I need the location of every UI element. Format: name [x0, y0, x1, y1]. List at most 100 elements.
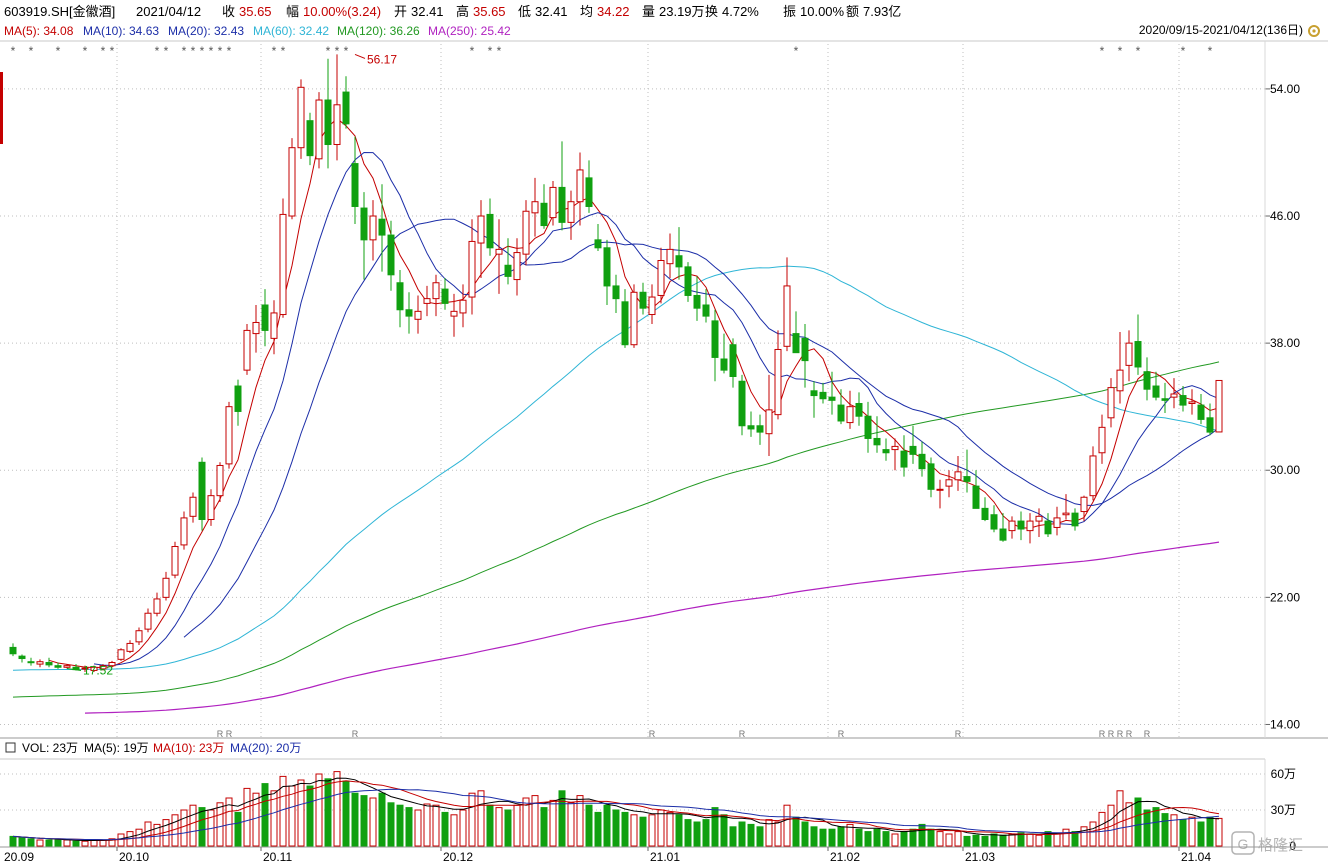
y-tick-label: 38.00	[1270, 336, 1300, 350]
event-star-marker: *	[794, 44, 799, 58]
candle-body	[828, 396, 836, 401]
candle-body	[927, 463, 935, 490]
r-marker: R	[955, 729, 962, 739]
candle-body	[702, 304, 710, 317]
candle	[846, 390, 854, 429]
x-tick-label: 20.12	[443, 850, 473, 863]
volume-bar	[963, 835, 971, 847]
candle	[567, 190, 575, 240]
volume-legend-item: VOL: 23万	[22, 741, 78, 755]
volume-bar	[882, 831, 890, 847]
quote-field-label: 量	[642, 4, 655, 19]
candle-body	[441, 288, 449, 304]
candle	[909, 425, 917, 464]
quote-field-label: 低	[518, 4, 531, 19]
candle	[450, 293, 458, 337]
candle	[63, 664, 71, 669]
candle-body	[414, 310, 422, 320]
event-star-marker: *	[200, 44, 205, 58]
quote-field-value: 35.65	[473, 4, 506, 19]
candle-body	[513, 252, 521, 281]
candle	[36, 659, 44, 668]
candle-body	[1026, 520, 1034, 532]
volume-bar	[405, 807, 413, 847]
candle-body	[1089, 455, 1097, 497]
candle-body	[261, 304, 269, 331]
candle-body	[1107, 387, 1115, 419]
volume-bar	[630, 814, 638, 847]
volume-bar	[1044, 831, 1052, 847]
volume-bar	[468, 792, 476, 847]
candle-body	[306, 120, 314, 157]
r-marker: R	[1126, 729, 1133, 739]
candle	[216, 462, 224, 503]
volume-bar	[765, 819, 773, 847]
candle-body	[126, 642, 134, 652]
volume-bar	[81, 840, 89, 847]
candle-body	[135, 630, 143, 643]
date-range-label: 2020/09/15-2021/04/12(136日)	[1139, 23, 1303, 37]
x-tick-label: 20.09	[4, 850, 34, 863]
event-star-marker: *	[11, 44, 16, 58]
r-marker: R	[226, 729, 233, 739]
ma-legend-item: MA(20): 32.43	[168, 24, 244, 38]
settings-gear-icon[interactable]	[1308, 25, 1320, 37]
candle-body	[225, 406, 233, 465]
quote-field-value: 32.41	[535, 4, 568, 19]
x-tick-label: 21.03	[965, 850, 995, 863]
volume-bar	[513, 804, 521, 847]
volume-bar	[702, 819, 710, 847]
candle-body	[180, 517, 188, 546]
volume-bar	[729, 826, 737, 847]
candle	[261, 289, 269, 347]
candle	[423, 285, 431, 317]
volume-bar	[594, 811, 602, 847]
candle	[873, 416, 881, 453]
candle	[126, 640, 134, 653]
volume-bar	[180, 809, 188, 847]
candle-body	[351, 163, 359, 207]
volume-legend-box	[5, 742, 16, 753]
volume-bar	[540, 807, 548, 847]
volume-bar	[522, 797, 530, 847]
candle-body	[963, 476, 971, 482]
ma-legend-item: MA(250): 25.42	[428, 24, 511, 38]
volume-bar	[243, 787, 251, 847]
volume-bar	[909, 828, 917, 847]
candle	[1188, 389, 1196, 415]
candle-body	[999, 528, 1007, 541]
candle-body	[1017, 520, 1025, 530]
volume-bar	[936, 831, 944, 847]
candle-body	[90, 666, 98, 671]
event-star-marker: *	[191, 44, 196, 58]
volume-bar	[459, 809, 467, 847]
volume-bar	[1116, 790, 1124, 847]
volume-bar	[927, 828, 935, 847]
volume-bar	[792, 816, 800, 847]
candle-body	[144, 612, 152, 630]
candle-body	[972, 485, 980, 509]
y-tick-label: 14.00	[1270, 717, 1300, 731]
volume-bar	[63, 839, 71, 847]
candle-body	[81, 667, 89, 670]
candle	[522, 200, 530, 266]
candle	[1143, 357, 1151, 401]
candle-body	[189, 496, 197, 517]
candle-body	[1197, 404, 1205, 420]
event-star-marker: *	[1208, 44, 1213, 58]
candle-body	[837, 404, 845, 422]
candle	[1125, 330, 1133, 382]
candle-body	[432, 282, 440, 300]
volume-bar	[423, 803, 431, 847]
candle-body	[612, 285, 620, 300]
volume-bar	[27, 838, 35, 847]
r-marker: R	[1117, 729, 1124, 739]
candle	[99, 664, 107, 671]
candle	[468, 219, 476, 315]
candle-body	[1008, 520, 1016, 532]
volume-bar	[990, 833, 998, 847]
volume-bar	[711, 807, 719, 847]
candle	[1071, 508, 1079, 531]
candle-body	[819, 391, 827, 400]
volume-bar	[585, 804, 593, 847]
